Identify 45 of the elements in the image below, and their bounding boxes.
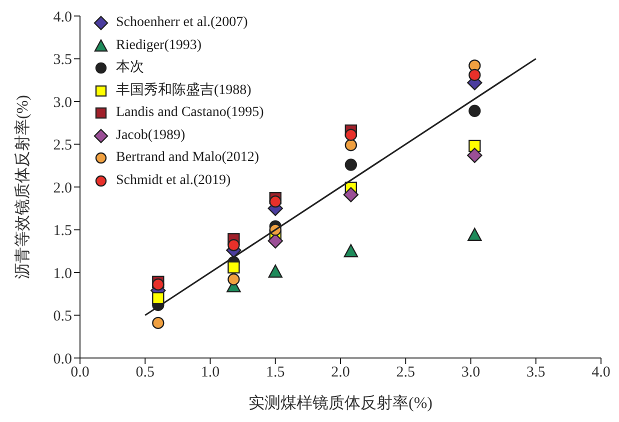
point xyxy=(152,316,164,330)
point xyxy=(343,187,359,202)
point xyxy=(228,261,240,274)
legend-label: Landis and Castano(1995) xyxy=(116,104,264,122)
y-tick-label: 3.0 xyxy=(53,94,72,111)
x-tick-label: 3.0 xyxy=(461,364,480,381)
legend-label: Jacob(1989) xyxy=(116,126,186,144)
y-tick-label: 0.0 xyxy=(53,351,72,368)
x-tick-label: 0.0 xyxy=(70,364,90,381)
y-axis-title: 沥青等效镜质体反射率(%) xyxy=(14,95,32,279)
y-tick-label: 4.0 xyxy=(53,9,72,26)
point xyxy=(152,278,164,291)
legend-label: Bertrand and Malo(2012) xyxy=(116,149,260,167)
point xyxy=(468,228,482,241)
point xyxy=(344,244,358,258)
y-tick-label: 2.5 xyxy=(53,138,72,154)
legend-label: Schoenherr et al.(2007) xyxy=(116,14,248,32)
point xyxy=(269,195,282,208)
x-tick-label: 0.5 xyxy=(136,364,154,381)
y-tick-label: 3.5 xyxy=(53,52,72,68)
legend-label: 丰国秀和陈盛吉(1988) xyxy=(116,81,252,100)
x-tick-label: 4.0 xyxy=(592,364,610,381)
point xyxy=(467,148,482,163)
x-tick-label: 1.5 xyxy=(266,364,285,381)
y-tick-label: 2.0 xyxy=(53,180,72,196)
y-tick-label: 1.5 xyxy=(53,223,72,240)
point xyxy=(228,273,240,286)
legend-label: Riediger(1993) xyxy=(116,36,202,54)
point xyxy=(468,68,481,82)
point xyxy=(268,264,282,278)
x-axis-title: 实测煤样镜质体反射率(%) xyxy=(248,394,432,412)
point xyxy=(152,292,164,304)
x-tick-label: 3.5 xyxy=(526,364,546,381)
x-tick-label: 2.5 xyxy=(396,364,415,381)
point xyxy=(344,128,358,141)
point xyxy=(468,104,481,118)
x-tick-label: 2.0 xyxy=(331,364,350,381)
x-tick-label: 1.0 xyxy=(200,364,220,381)
legend-label: 本次 xyxy=(116,58,144,77)
y-tick-label: 1.0 xyxy=(53,266,72,282)
point xyxy=(344,158,358,171)
point xyxy=(228,239,240,252)
y-tick-label: 0.5 xyxy=(53,308,72,325)
point xyxy=(344,139,358,152)
legend-label: Schmidt et al.(2019) xyxy=(116,172,231,190)
